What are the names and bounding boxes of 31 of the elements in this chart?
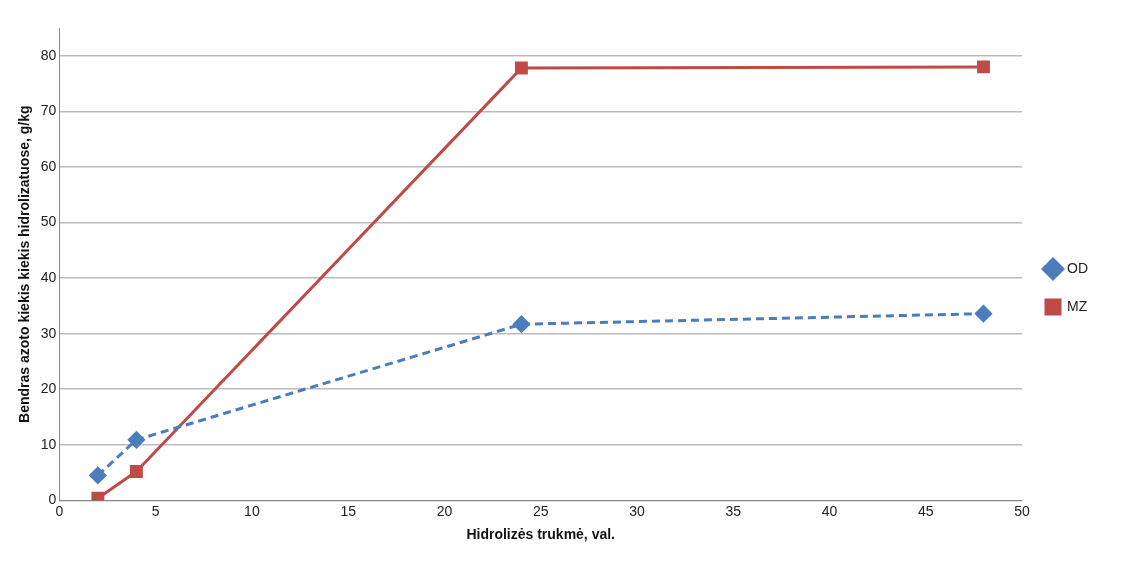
point <box>127 431 145 449</box>
x-tick-label: 35 <box>725 502 742 519</box>
x-tick-label: 15 <box>340 502 357 519</box>
point <box>512 315 530 333</box>
point <box>977 60 990 74</box>
y-tick-label: 10 <box>40 435 57 452</box>
x-axis-title: Hidrolizės trukmė, val. <box>466 526 615 543</box>
y-tick-label: 60 <box>40 157 57 174</box>
y-tick-label: 50 <box>40 213 57 230</box>
legend-label: MZ <box>1067 297 1088 314</box>
x-tick-label: 10 <box>244 502 260 519</box>
y-tick-label: 0 <box>48 491 57 508</box>
y-tick-label: 80 <box>40 46 57 63</box>
x-tick-label: 30 <box>629 502 645 519</box>
point <box>91 491 105 501</box>
y-tick-label: 20 <box>40 380 57 397</box>
point <box>129 465 143 478</box>
point <box>514 61 528 75</box>
x-tick-label: 40 <box>821 502 838 519</box>
x-tick-label: 20 <box>436 502 453 519</box>
y-axis-title: Bendras azoto kiekis kiekis hidrolizatuose, g/kg <box>16 105 33 423</box>
x-tick-label: 45 <box>917 502 934 519</box>
x-tick-label: 25 <box>532 502 549 519</box>
x-tick-label: 50 <box>1014 502 1030 519</box>
x-tick-label: 5 <box>151 502 160 519</box>
y-tick-label: 70 <box>40 102 57 119</box>
point <box>89 466 107 484</box>
y-tick-label: 40 <box>40 268 57 285</box>
y-tick-label: 30 <box>40 324 57 341</box>
legend-label: OD <box>1067 259 1088 276</box>
point <box>975 305 992 323</box>
